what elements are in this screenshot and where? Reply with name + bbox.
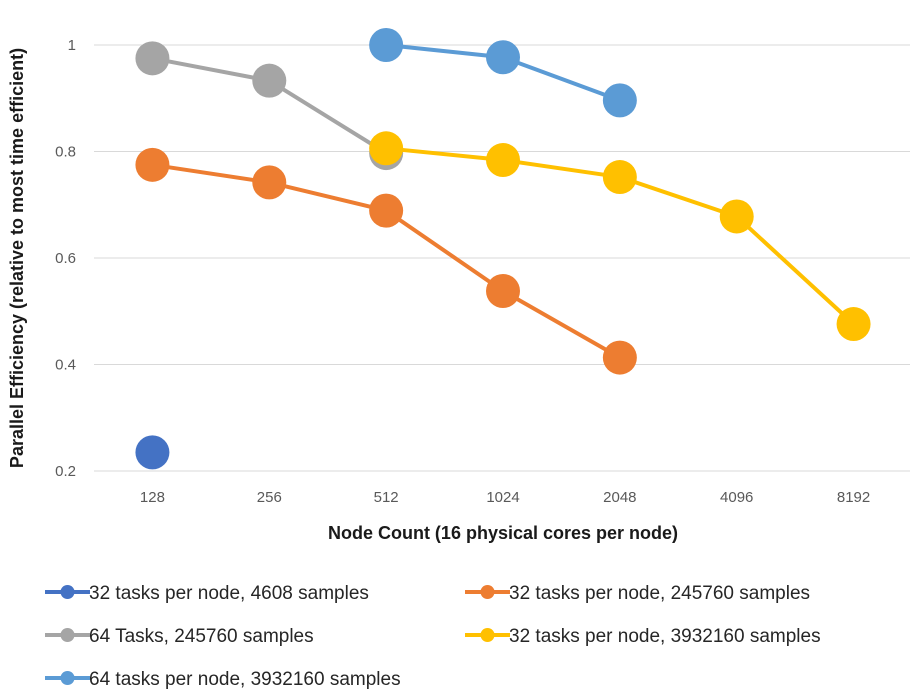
y-tick-label: 0.4 [55, 357, 76, 374]
legend-marker [480, 585, 495, 599]
y-tick-label: 1 [68, 37, 76, 54]
data-point [135, 435, 170, 470]
gridlines [94, 44, 910, 472]
legend-marker [480, 628, 495, 642]
y-tick-label: 0.8 [55, 144, 76, 161]
series-2 [135, 147, 637, 375]
data-point [135, 147, 170, 182]
x-tick-label: 8192 [837, 489, 870, 506]
legend: 32 tasks per node, 4608 samples 32 tasks … [45, 583, 821, 690]
legend-marker [60, 628, 75, 642]
series-4 [369, 131, 871, 342]
x-tick-label: 2048 [603, 489, 636, 506]
data-point [252, 63, 287, 98]
y-tick-labels: 0.2 0.4 0.6 0.8 1 [55, 37, 76, 480]
y-axis-title: Parallel Efficiency (relative to most ti… [7, 48, 27, 468]
data-point [486, 143, 520, 178]
data-point [252, 165, 287, 200]
legend-item: 64 tasks per node, 3932160 samples [45, 669, 401, 690]
data-point [486, 40, 520, 75]
legend-item: 32 tasks per node, 3932160 samples [465, 626, 821, 647]
data-point [135, 41, 170, 76]
x-tick-label: 256 [257, 489, 282, 506]
data-point [486, 274, 520, 309]
data-point [369, 28, 404, 62]
legend-label: 32 tasks per node, 245760 samples [509, 583, 810, 604]
data-point [369, 193, 404, 228]
series-5 [369, 28, 637, 118]
y-tick-label: 0.6 [55, 250, 76, 267]
data-point [719, 199, 754, 234]
series-group [135, 28, 871, 470]
data-point [602, 340, 637, 375]
legend-label: 64 tasks per node, 3932160 samples [89, 669, 401, 690]
legend-label: 32 tasks per node, 3932160 samples [509, 626, 821, 647]
data-point [602, 160, 637, 195]
series-1 [135, 435, 170, 470]
legend-item: 64 Tasks, 245760 samples [45, 626, 314, 647]
x-tick-label: 128 [140, 489, 165, 506]
y-tick-label: 0.2 [55, 463, 76, 480]
x-tick-label: 4096 [720, 489, 753, 506]
x-tick-label: 1024 [486, 489, 519, 506]
legend-label: 64 Tasks, 245760 samples [89, 626, 314, 647]
x-tick-label: 512 [374, 489, 399, 506]
legend-item: 32 tasks per node, 245760 samples [465, 583, 810, 604]
x-axis-title: Node Count (16 physical cores per node) [328, 523, 678, 543]
series-3 [135, 41, 404, 171]
data-point [602, 83, 637, 118]
legend-label: 32 tasks per node, 4608 samples [89, 583, 369, 604]
x-tick-labels: 128 256 512 1024 2048 4096 8192 [140, 489, 870, 506]
legend-marker [60, 585, 75, 599]
legend-item: 32 tasks per node, 4608 samples [45, 583, 369, 604]
data-point [369, 131, 404, 166]
legend-marker [60, 671, 75, 685]
data-point [836, 307, 871, 342]
